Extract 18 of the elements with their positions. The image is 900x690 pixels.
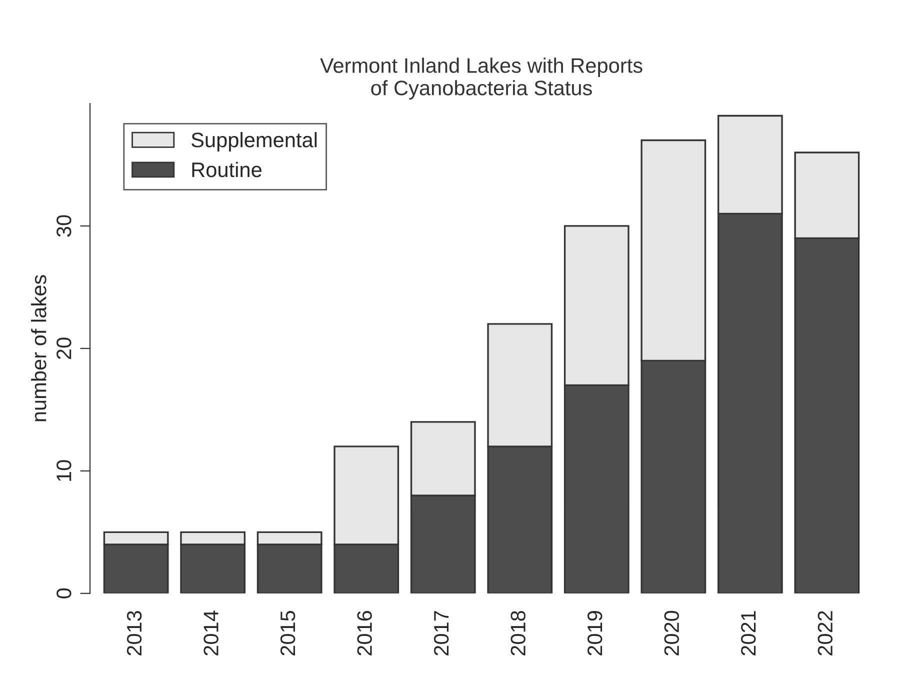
- x-tick-label: 2016: [357, 610, 372, 656]
- x-tick-label: 2019: [587, 611, 602, 656]
- x-tick-label: 2015: [280, 610, 296, 656]
- legend-label: Supplemental: [192, 132, 317, 152]
- x-tick-label: 2020: [664, 610, 680, 656]
- x-tick-label: 2017: [434, 611, 449, 656]
- chart-title: Vermont Inland Lakes with Reports of Cyanobacteria Status: [320, 58, 642, 100]
- y-tick-label: 0: [56, 588, 72, 598]
- y-axis-title: number of lakes: [31, 275, 46, 422]
- x-tick-label: 2014: [204, 610, 218, 656]
- x-tick-label: 2013: [126, 610, 142, 656]
- y-tick-label: 20: [56, 338, 72, 359]
- x-tick-label: 2018: [510, 610, 526, 656]
- x-tick-label: 2022: [818, 611, 833, 656]
- y-tick-label: 10: [56, 460, 72, 481]
- legend-label: Routine: [192, 162, 262, 178]
- x-tick-label: 2021: [741, 611, 756, 656]
- y-tick-label: 30: [56, 215, 72, 237]
